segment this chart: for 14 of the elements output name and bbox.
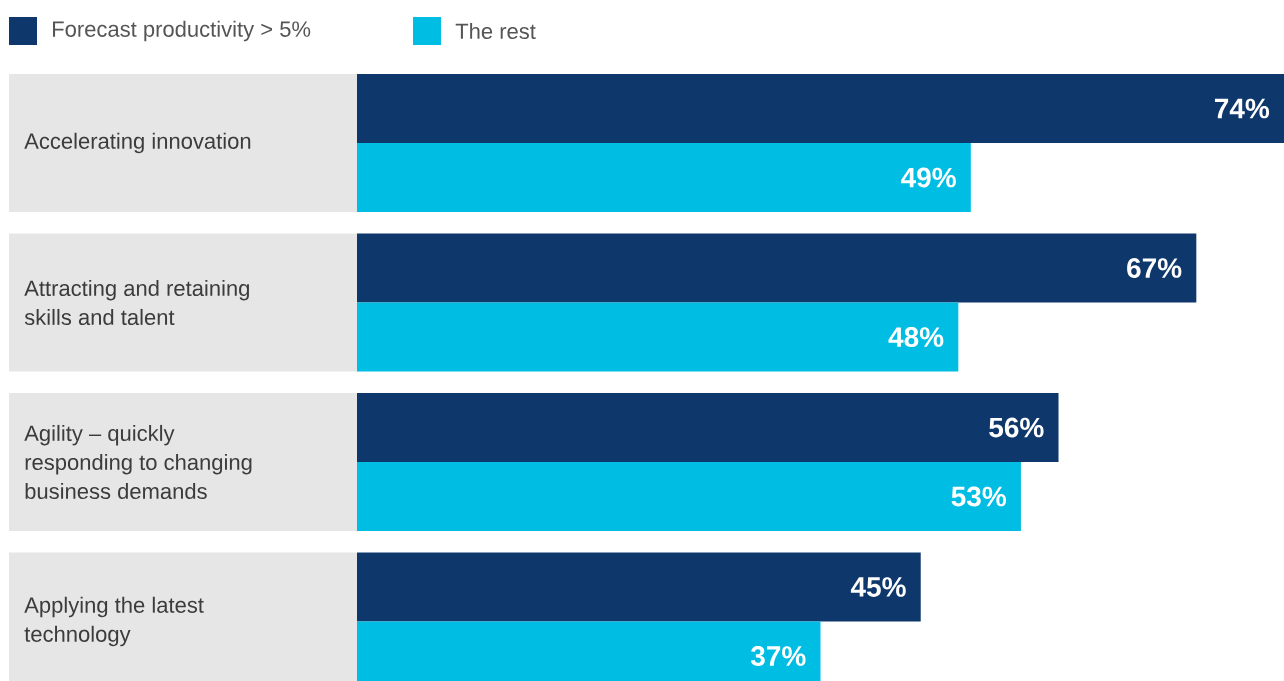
y-tick-label: Accelerating innovation [24,132,251,154]
data-label: 67% [1127,258,1182,278]
data-label: 49% [901,167,956,188]
legend-label: The rest [455,22,536,40]
y-tick-label: Applying the latest technology [24,596,204,647]
legend-label: Forecast productivity > 5% [53,20,311,42]
data-label: 53% [951,486,1006,507]
data-label: 56% [989,417,1044,438]
data-label: 37% [750,646,806,666]
y-tick-label: Attracting and retaining skills and talent [24,279,249,326]
data-label: 74% [1214,98,1270,119]
data-label: 48% [888,327,944,347]
y-tick-label: Agility – quickly responding to changing business demands [24,424,252,500]
data-label: 45% [850,577,906,597]
